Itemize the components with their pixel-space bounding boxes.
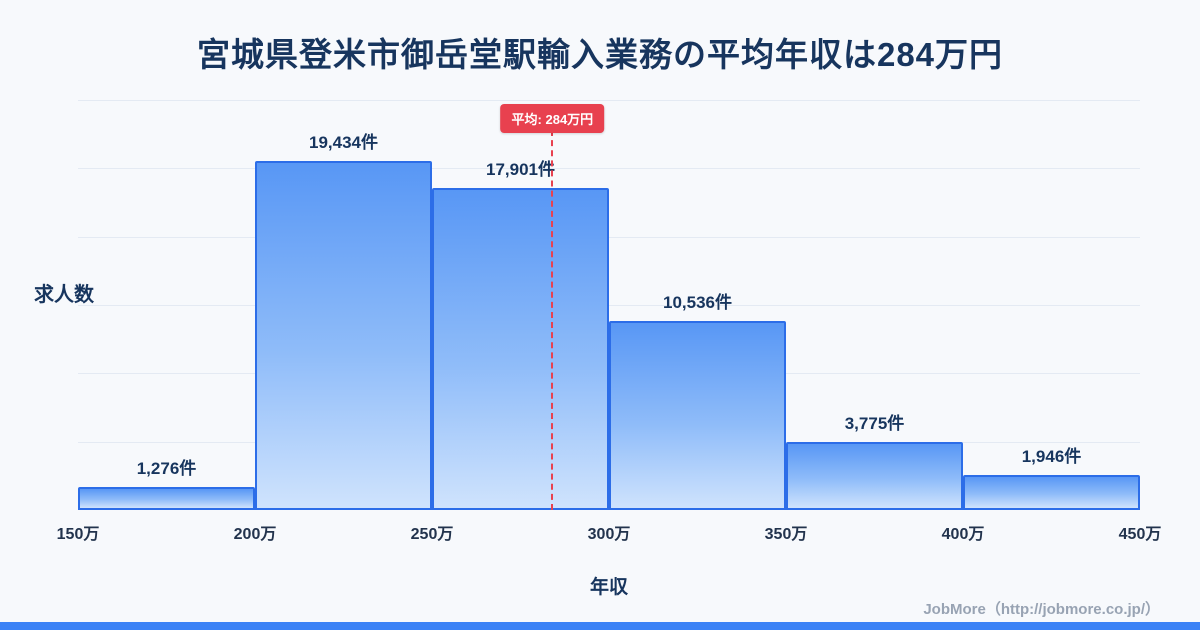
x-tick-label: 350万 xyxy=(764,526,808,543)
histogram-bar xyxy=(78,487,255,510)
bar-value-label: 3,775件 xyxy=(844,414,905,434)
mean-dashed-line xyxy=(551,130,554,510)
gridline xyxy=(78,168,1140,170)
gridline xyxy=(78,100,1140,101)
bottom-accent-bar xyxy=(0,622,1200,630)
x-tick-label: 200万 xyxy=(233,526,277,543)
x-axis-ticks-row: 150万 200万 250万 300万 350万 400万 450万 xyxy=(57,520,1162,543)
bar-value-label: 17,901件 xyxy=(486,160,555,180)
x-tick-label: 450万 xyxy=(1118,526,1162,543)
gridline xyxy=(78,236,1140,238)
bar-value-label: 1,946件 xyxy=(1021,447,1082,467)
chart-title: 宮城県登米市御岳堂駅輸入業務の平均年収は284万円 xyxy=(196,36,1004,73)
histogram-bar xyxy=(963,475,1140,510)
x-tick-label: 400万 xyxy=(941,526,985,543)
gridline xyxy=(78,305,1140,306)
x-axis-label: 年収 xyxy=(589,577,628,598)
bar-value-label: 19,434件 xyxy=(309,132,378,152)
x-tick-label: 300万 xyxy=(587,526,631,543)
histogram-bar xyxy=(786,442,963,510)
mean-badge: 平均: 284万円 xyxy=(500,104,605,133)
y-axis-label: 求人数 xyxy=(34,284,94,306)
histogram-bar xyxy=(609,320,786,510)
x-tick-label: 150万 xyxy=(56,526,100,543)
bar-value-label: 10,536件 xyxy=(663,292,732,312)
x-tick-label: 250万 xyxy=(410,526,454,543)
footer-credit: JobMore（http://jobmore.co.jp/） xyxy=(923,601,1160,618)
histogram-bar xyxy=(432,188,609,510)
plot-area: 平均: 284万円 1,276件 19,434件 17,901件 10,536件 3,7… xyxy=(78,100,1140,510)
histogram-bar xyxy=(255,160,432,510)
bar-value-label: 1,276件 xyxy=(136,459,197,479)
